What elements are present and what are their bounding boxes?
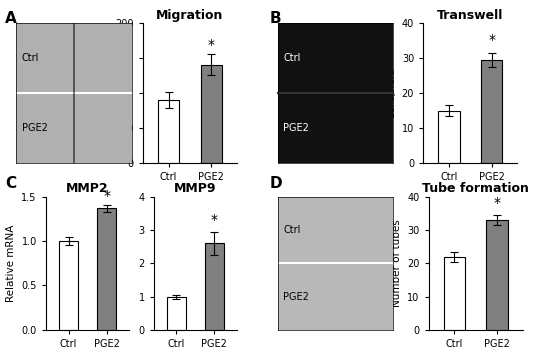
Bar: [97, 208, 116, 330]
Y-axis label: Cells/field: Cells/field: [386, 67, 396, 119]
Title: MMP9: MMP9: [174, 183, 217, 196]
Title: Tube formation: Tube formation: [422, 183, 529, 196]
Bar: [486, 220, 508, 330]
Text: Ctrl: Ctrl: [22, 53, 39, 63]
Text: D: D: [270, 176, 282, 191]
Y-axis label: Number of tubes: Number of tubes: [391, 219, 402, 307]
Bar: [158, 100, 179, 163]
Text: C: C: [5, 176, 17, 191]
Bar: [481, 60, 502, 163]
Y-axis label: Distance (μm): Distance (μm): [100, 56, 110, 130]
Title: Transwell: Transwell: [437, 9, 503, 22]
Text: *: *: [208, 38, 215, 52]
Bar: [205, 243, 224, 330]
Text: *: *: [103, 189, 110, 203]
Text: PGE2: PGE2: [22, 123, 48, 133]
Bar: [59, 241, 78, 330]
Text: A: A: [5, 11, 17, 26]
Bar: [167, 297, 186, 330]
Text: B: B: [270, 11, 281, 26]
Text: *: *: [211, 213, 218, 227]
Text: Ctrl: Ctrl: [284, 225, 301, 235]
Title: MMP2: MMP2: [66, 183, 109, 196]
Bar: [438, 111, 460, 163]
Text: PGE2: PGE2: [284, 123, 309, 133]
Text: PGE2: PGE2: [284, 292, 309, 302]
Text: *: *: [494, 196, 501, 210]
Bar: [444, 257, 465, 330]
Bar: [201, 65, 222, 163]
Y-axis label: Relative mRNA: Relative mRNA: [6, 225, 16, 302]
Text: Ctrl: Ctrl: [284, 53, 301, 63]
Text: *: *: [488, 33, 495, 47]
Title: Migration: Migration: [156, 9, 224, 22]
